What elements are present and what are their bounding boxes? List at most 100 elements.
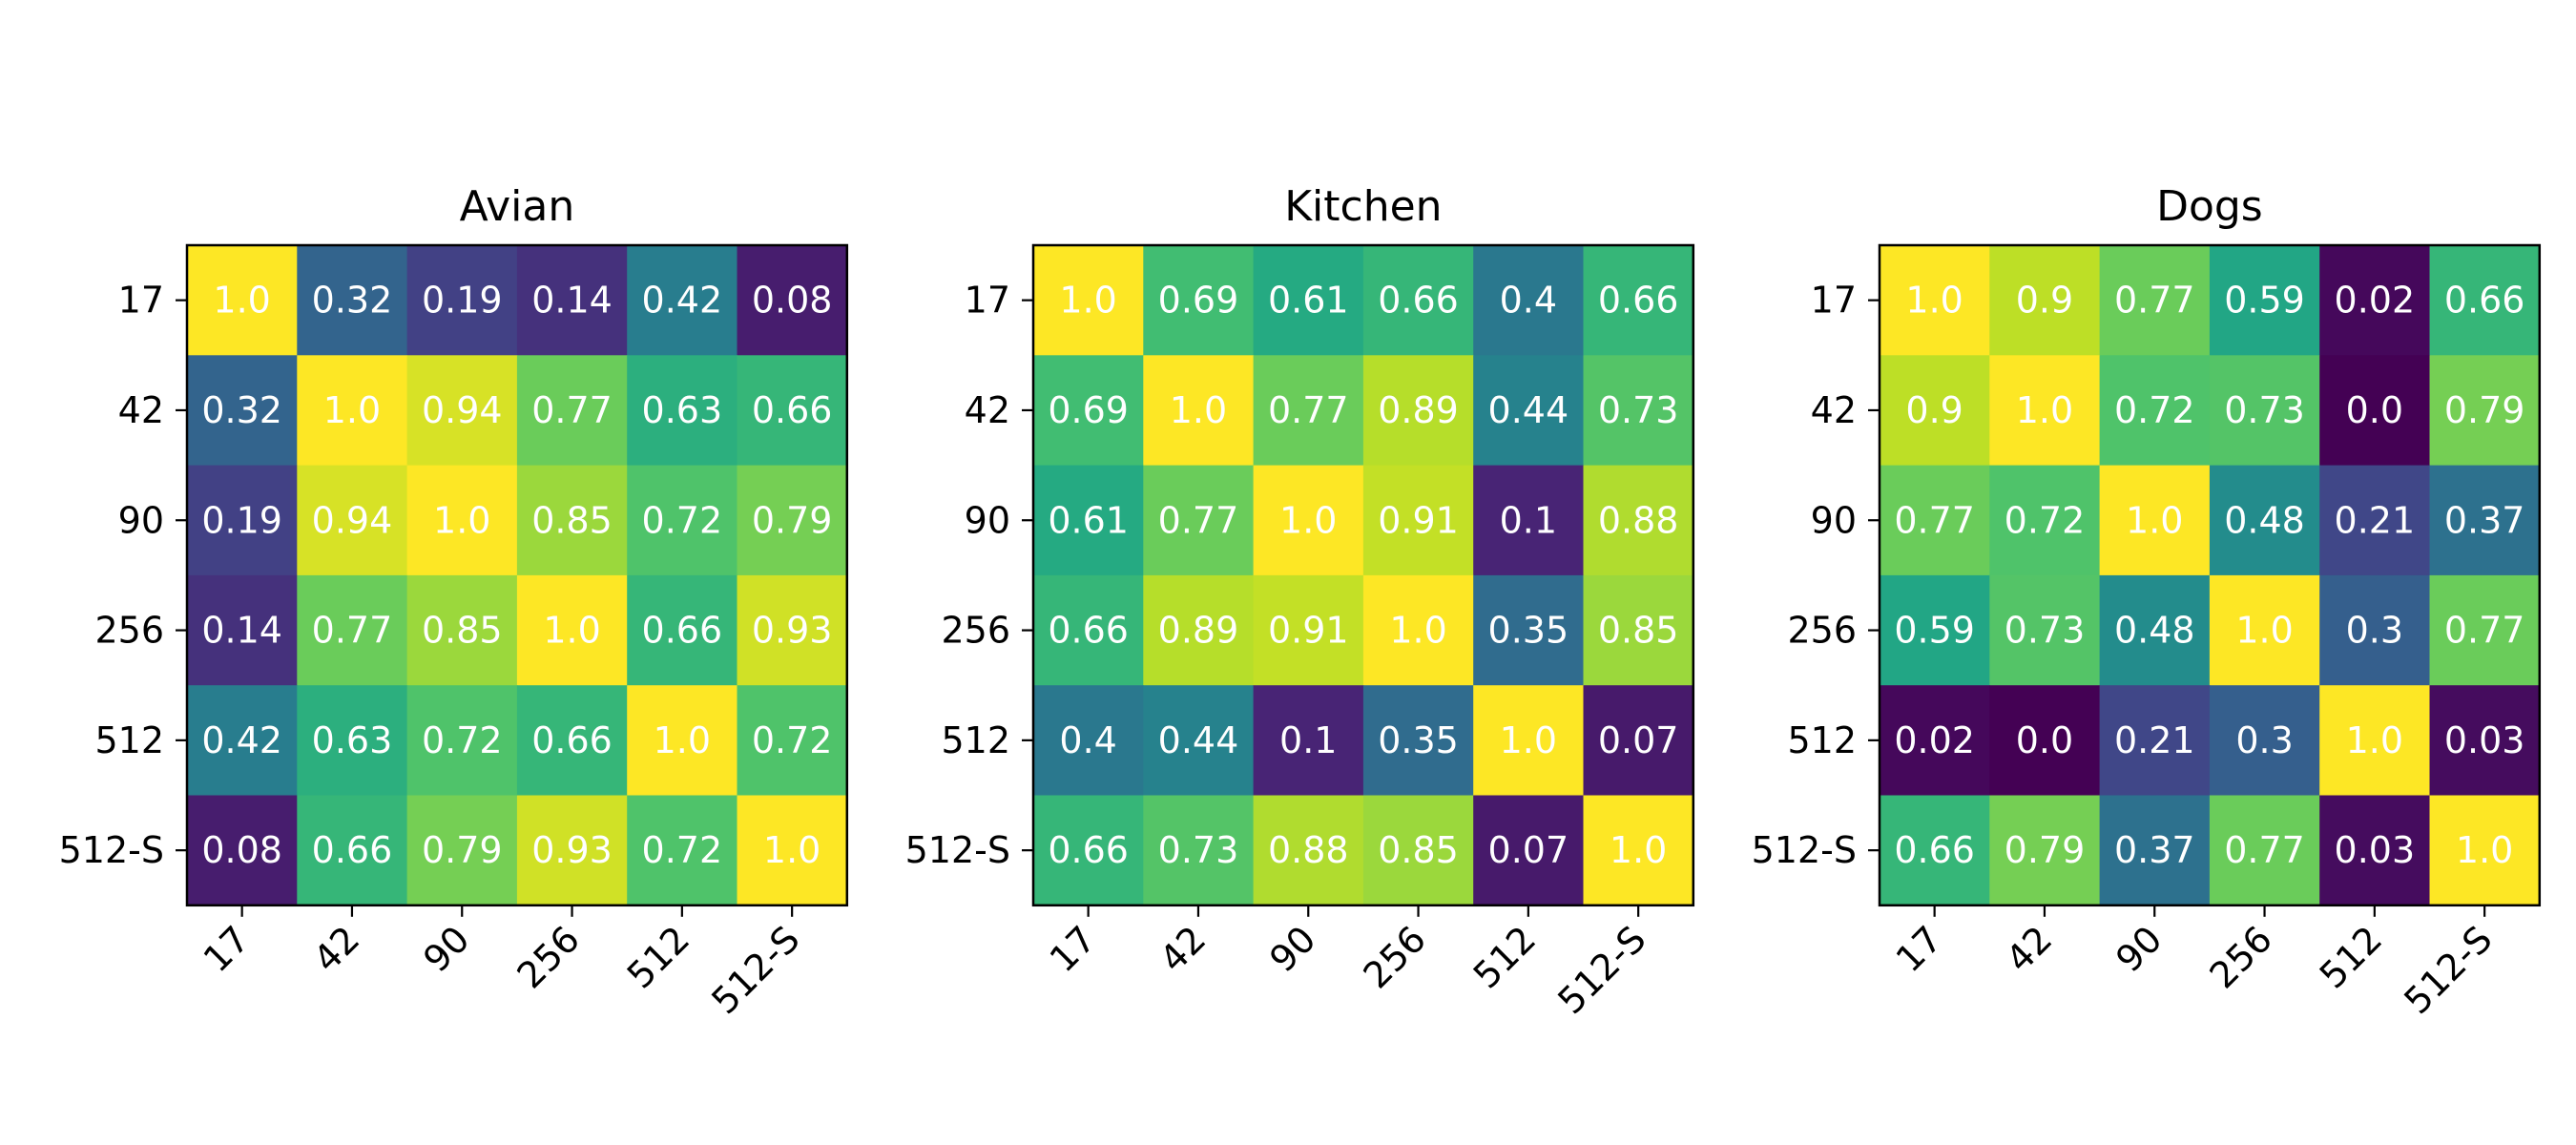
cell-value-label: 0.72 <box>752 719 833 761</box>
x-tick-label: 17 <box>1888 918 1950 980</box>
heatmap-cell <box>2209 355 2320 467</box>
heatmap-cell <box>297 465 408 576</box>
heatmap-cell <box>1989 574 2101 686</box>
heatmap-cell <box>2099 685 2211 797</box>
cell-value-label: 0.59 <box>2224 280 2305 322</box>
heatmap-panel: Kitchen 1.0 0.69 0.61 0.66 0.4 0.66 0.69 1.0 0.77… <box>905 182 1695 1022</box>
heatmap-cell <box>2319 355 2431 467</box>
heatmap-cell <box>1143 465 1255 576</box>
cell-value-label: 0.19 <box>201 499 282 541</box>
heatmap-cell <box>1362 355 1474 467</box>
y-tick-label: 42 <box>965 389 1010 431</box>
y-tick-label: 17 <box>1811 280 1857 322</box>
heatmap-cell <box>2099 245 2211 356</box>
cell-value-label: 0.77 <box>1158 499 1239 541</box>
heatmap-cell <box>406 355 518 467</box>
heatmap-cell <box>187 574 298 686</box>
cell-value-label: 0.66 <box>752 389 833 431</box>
heatmap-cell <box>1583 574 1694 686</box>
heatmap-cell <box>2319 245 2431 356</box>
heatmap-cell <box>406 574 518 686</box>
heatmap-cell <box>516 574 628 686</box>
heatmap-cell <box>187 795 298 906</box>
y-tick-label: 256 <box>94 610 164 652</box>
cell-value-label: 1.0 <box>1610 829 1667 871</box>
heatmap-cell <box>297 355 408 467</box>
heatmap-panel: Dogs 1.0 0.9 0.77 0.59 0.02 0.66 0.9 1.0 0.72 0.73… <box>1752 182 2542 1022</box>
cell-value-label: 0.14 <box>531 280 613 322</box>
y-tick-label: 256 <box>941 610 1010 652</box>
y-tick-label: 90 <box>1811 499 1857 541</box>
cell-value-label: 0.0 <box>2346 389 2403 431</box>
heatmap-cell <box>516 355 628 467</box>
heatmap-cell <box>1033 685 1144 797</box>
heatmap-cell <box>627 245 738 356</box>
y-tick-label: 512 <box>1787 719 1857 761</box>
cell-value-label: 0.61 <box>1268 280 1349 322</box>
heatmap-cell <box>516 795 628 906</box>
x-tick-label: 512 <box>2312 918 2390 996</box>
cell-value-label: 1.0 <box>213 280 270 322</box>
cell-value-label: 0.37 <box>2114 829 2195 871</box>
cell-value-label: 0.37 <box>2444 499 2525 541</box>
x-tick-label: 256 <box>509 918 588 996</box>
heatmap-cell <box>1253 795 1364 906</box>
heatmap-cell <box>1362 245 1474 356</box>
heatmap-cell <box>1033 245 1144 356</box>
heatmap-cell <box>627 574 738 686</box>
cell-value-label: 0.77 <box>2114 280 2195 322</box>
heatmap-frame <box>1031 243 1695 907</box>
heatmap-cell <box>406 795 518 906</box>
y-tick-label: 42 <box>1811 389 1857 431</box>
heatmap-cell <box>2099 574 2211 686</box>
x-tick-label: 256 <box>2202 918 2280 996</box>
cell-value-label: 0.63 <box>312 719 393 761</box>
heatmap-cell <box>1143 245 1255 356</box>
x-tick-label: 42 <box>305 918 367 980</box>
cell-value-label: 0.4 <box>1059 719 1116 761</box>
heatmap-cell <box>1989 685 2101 797</box>
heatmap-cell <box>1033 795 1144 906</box>
y-tick-label: 90 <box>118 499 164 541</box>
cell-value-label: 1.0 <box>763 829 821 871</box>
cell-value-label: 0.14 <box>201 610 282 652</box>
heatmap-cell <box>516 245 628 356</box>
cell-value-label: 0.4 <box>1500 280 1557 322</box>
heatmap-cell <box>1583 685 1694 797</box>
heatmap-cell <box>1989 245 2101 356</box>
cell-value-label: 0.35 <box>1378 719 1459 761</box>
cell-value-label: 0.94 <box>312 499 393 541</box>
cell-value-label: 0.73 <box>1158 829 1239 871</box>
heatmap-cell <box>737 355 848 467</box>
heatmap-cell <box>1880 685 1990 797</box>
cell-value-label: 1.0 <box>1279 499 1337 541</box>
cell-value-label: 0.79 <box>752 499 833 541</box>
cell-value-label: 0.85 <box>422 610 503 652</box>
heatmap-cell <box>2319 795 2431 906</box>
heatmap-cell <box>2209 685 2320 797</box>
heatmap-cell <box>627 465 738 576</box>
heatmap-cell <box>2319 685 2431 797</box>
cell-value-label: 0.85 <box>531 499 613 541</box>
cell-value-label: 0.72 <box>2114 389 2195 431</box>
cell-value-label: 0.66 <box>1598 280 1679 322</box>
cell-value-label: 1.0 <box>1389 610 1446 652</box>
cell-value-label: 1.0 <box>2016 389 2073 431</box>
y-tick-label: 90 <box>965 499 1010 541</box>
cell-value-label: 0.73 <box>1598 389 1679 431</box>
cell-value-label: 0.94 <box>422 389 503 431</box>
heatmap-cell <box>1989 795 2101 906</box>
cell-value-label: 0.77 <box>2224 829 2305 871</box>
cell-value-label: 0.72 <box>642 829 723 871</box>
heatmap-cell <box>516 685 628 797</box>
heatmap-cell <box>1880 465 1990 576</box>
panel-title: Avian <box>460 182 575 231</box>
cell-value-label: 0.72 <box>422 719 503 761</box>
cell-value-label: 0.91 <box>1378 499 1459 541</box>
heatmap-cell <box>1362 685 1474 797</box>
heatmap-cell <box>627 685 738 797</box>
cell-value-label: 1.0 <box>543 610 600 652</box>
heatmap-cell <box>1033 355 1144 467</box>
cell-value-label: 1.0 <box>323 389 381 431</box>
heatmap-cell <box>1989 355 2101 467</box>
